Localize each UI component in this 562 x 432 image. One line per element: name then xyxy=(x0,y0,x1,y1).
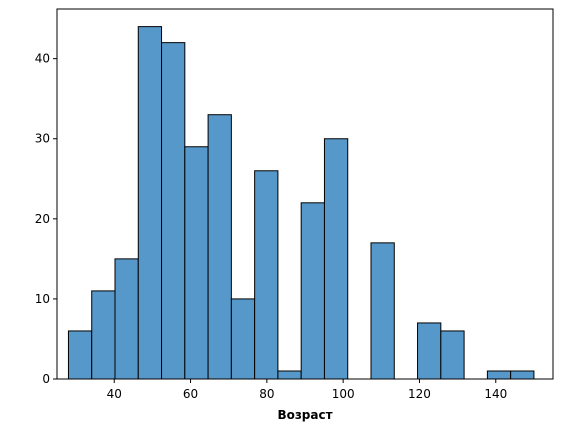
histogram-bars xyxy=(67,26,535,380)
histogram-bar xyxy=(510,370,535,380)
histogram-bar xyxy=(114,258,139,380)
y-tick-label: 30 xyxy=(35,132,50,146)
plot-frame xyxy=(56,8,554,380)
x-tick-label: 120 xyxy=(408,387,431,401)
x-tick-label: 60 xyxy=(183,387,198,401)
x-axis-label: Возраст xyxy=(277,408,332,422)
histogram-bar xyxy=(370,242,395,380)
histogram-bar xyxy=(91,290,116,380)
x-tick-label: 80 xyxy=(259,387,274,401)
histogram-bar xyxy=(161,42,186,380)
x-tick-label: 100 xyxy=(332,387,355,401)
histogram-bar xyxy=(254,170,279,380)
histogram-bar xyxy=(277,370,302,380)
y-tick-label: 10 xyxy=(35,292,50,306)
x-axis-ticks: 40 60 80 100 120 140 xyxy=(107,379,507,401)
histogram-bar xyxy=(323,138,349,380)
x-tick-label: 140 xyxy=(484,387,507,401)
y-tick-label: 40 xyxy=(35,52,50,66)
histogram-bar xyxy=(230,298,256,380)
histogram-bar xyxy=(486,370,512,380)
histogram-bar xyxy=(440,330,465,380)
histogram-bar xyxy=(300,202,325,380)
histogram-bar xyxy=(184,146,209,380)
y-tick-label: 20 xyxy=(35,212,50,226)
y-axis-ticks: 0 10 20 30 40 xyxy=(35,52,57,386)
histogram-bar xyxy=(417,322,442,380)
histogram-bar xyxy=(137,26,163,380)
histogram-bar xyxy=(207,114,232,380)
histogram-bar xyxy=(67,330,93,380)
y-tick-label: 0 xyxy=(42,372,50,386)
x-tick-label: 40 xyxy=(107,387,122,401)
